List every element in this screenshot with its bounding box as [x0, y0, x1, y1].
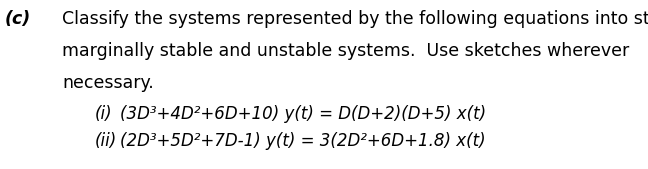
Text: Classify the systems represented by the following equations into stable,: Classify the systems represented by the …: [62, 10, 648, 28]
Text: (c): (c): [5, 10, 31, 28]
Text: marginally stable and unstable systems.  Use sketches wherever: marginally stable and unstable systems. …: [62, 42, 629, 60]
Text: (i): (i): [95, 105, 113, 123]
Text: (3D³+4D²+6D+10) y(t) = D(D+2)(D+5) x(t): (3D³+4D²+6D+10) y(t) = D(D+2)(D+5) x(t): [120, 105, 486, 123]
Text: (ii): (ii): [95, 132, 117, 150]
Text: (2D³+5D²+7D-1) y(t) = 3(2D²+6D+1.8) x(t): (2D³+5D²+7D-1) y(t) = 3(2D²+6D+1.8) x(t): [120, 132, 485, 150]
Text: necessary.: necessary.: [62, 74, 154, 92]
